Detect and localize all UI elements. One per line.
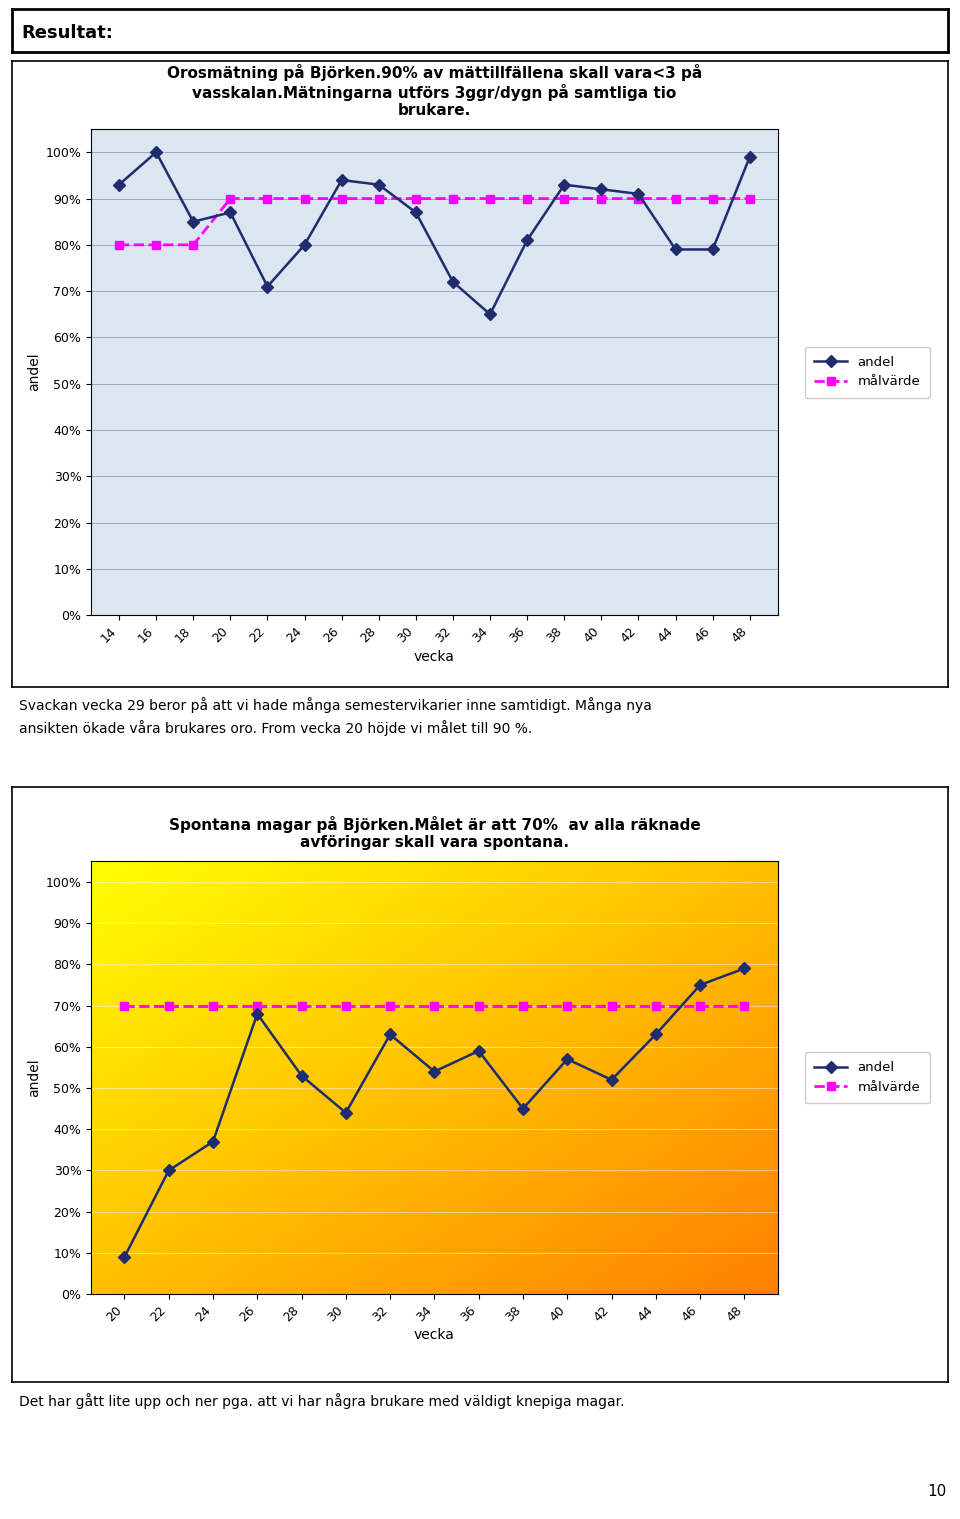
Legend: andel, målvärde: andel, målvärde	[804, 1053, 929, 1103]
Text: 10: 10	[927, 1484, 947, 1499]
Text: Resultat:: Resultat:	[21, 23, 112, 41]
Legend: andel, målvärde: andel, målvärde	[804, 346, 929, 398]
Y-axis label: andel: andel	[28, 1059, 41, 1097]
X-axis label: vecka: vecka	[414, 650, 455, 664]
Text: Svackan vecka 29 beror på att vi hade många semestervikarier inne samtidigt. Mån: Svackan vecka 29 beror på att vi hade må…	[19, 697, 652, 737]
Title: Spontana magar på Björken.Målet är att 70%  av alla räknade
avföringar skall var: Spontana magar på Björken.Målet är att 7…	[169, 816, 700, 851]
X-axis label: vecka: vecka	[414, 1329, 455, 1343]
Y-axis label: andel: andel	[28, 352, 41, 392]
Title: Orosmätning på Björken.90% av mättillfällena skall vara<3 på
vasskalan.Mätningar: Orosmätning på Björken.90% av mättillfäl…	[167, 64, 702, 118]
Text: Det har gått lite upp och ner pga. att vi har några brukare med väldigt knepiga : Det har gått lite upp och ner pga. att v…	[19, 1393, 625, 1410]
